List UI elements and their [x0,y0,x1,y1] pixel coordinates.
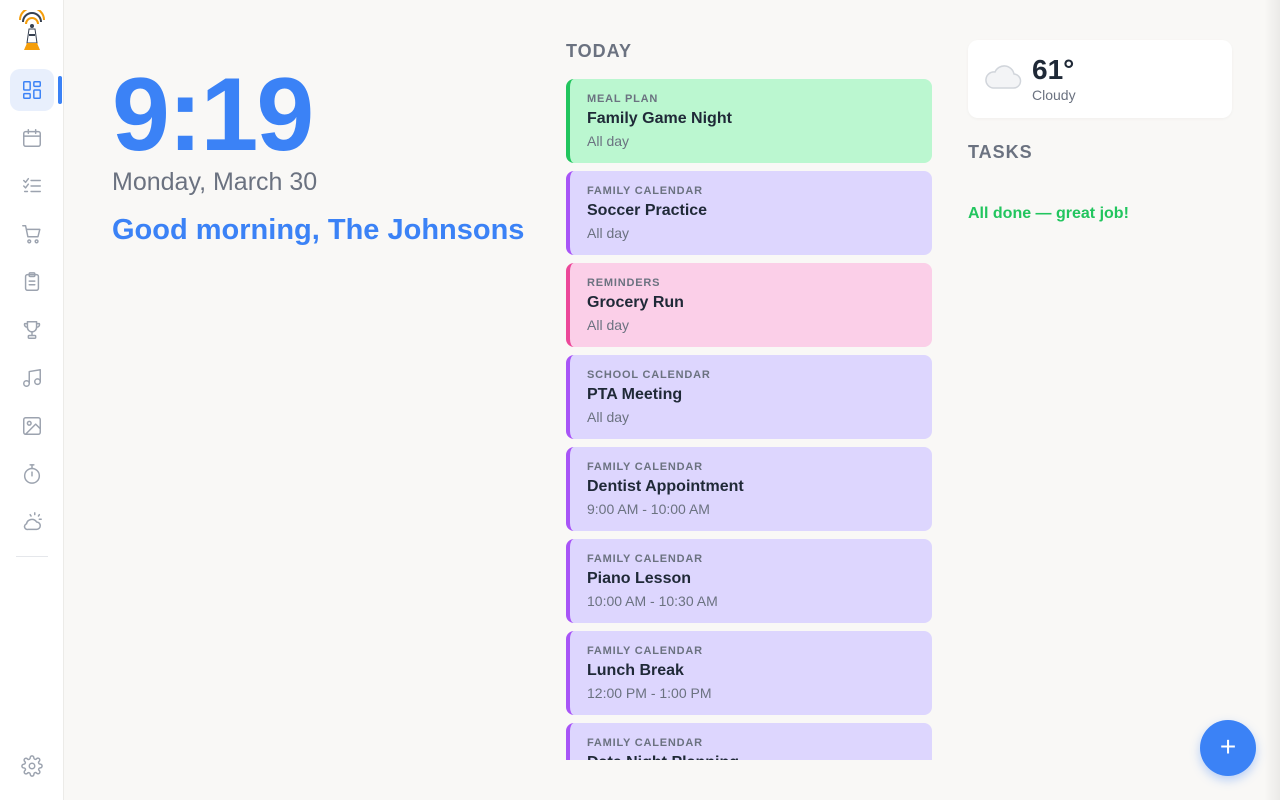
stopwatch-icon [23,464,41,484]
app-logo-icon [19,10,45,50]
event-time: 12:00 PM - 1:00 PM [587,685,712,701]
event-time: All day [587,409,630,425]
tasks-title: TASKS [968,142,1033,162]
cloud-icon [985,65,1022,89]
sidebar-item-photos[interactable] [10,405,54,447]
sidebar-item-calendar[interactable] [10,117,54,159]
event-title: Grocery Run [587,294,684,311]
event-title: PTA Meeting [587,386,683,403]
sidebar-item-shopping[interactable] [10,213,54,255]
sidebar-item-lists[interactable] [10,261,54,303]
weather-card[interactable]: 61° Cloudy [968,40,1232,118]
sidebar-item-timer[interactable] [10,453,54,495]
sidebar-item-tasks[interactable] [10,165,54,207]
weather-condition: Cloudy [1032,87,1076,103]
image-icon [23,417,41,435]
event-time: All day [587,317,630,333]
sidebar-item-rewards[interactable] [10,309,54,351]
today-title: TODAY [566,41,633,61]
event-category: MEAL PLAN [587,93,659,105]
event-time: 10:00 AM - 10:30 AM [587,593,718,609]
checklist-icon [23,177,41,193]
event-time: All day [587,225,630,241]
event-category: SCHOOL CALENDAR [587,369,711,381]
sun-cloud-icon [23,512,42,531]
cart-icon [22,225,41,244]
sidebar-item-music[interactable] [10,357,54,399]
event-title: Family Game Night [587,110,732,127]
event-card[interactable]: REMINDERS Grocery Run All day [566,263,932,347]
event-time: 9:00 AM - 10:00 AM [587,501,710,517]
event-card[interactable]: FAMILY CALENDAR Lunch Break 12:00 PM - 1… [566,631,932,715]
active-indicator [58,76,62,104]
trophy-icon [23,321,41,339]
clock-time: 9:19 [112,57,314,173]
event-card[interactable]: FAMILY CALENDAR Date Night Planning [566,723,932,760]
today-event-list: MEAL PLAN Family Game Night All day FAMI… [566,79,933,760]
event-category: FAMILY CALENDAR [587,553,703,565]
add-button[interactable]: + [1200,720,1256,776]
event-card[interactable]: MEAL PLAN Family Game Night All day [566,79,932,163]
event-category: FAMILY CALENDAR [587,645,703,657]
event-card[interactable]: SCHOOL CALENDAR PTA Meeting All day [566,355,932,439]
music-note-icon [23,369,41,387]
tasks-empty-message: All done — great job! [968,205,1129,222]
edge-shadow [1264,0,1280,800]
event-category: FAMILY CALENDAR [587,185,703,197]
event-time: All day [587,133,630,149]
event-card[interactable]: FAMILY CALENDAR Dentist Appointment 9:00… [566,447,932,531]
event-category: FAMILY CALENDAR [587,737,703,749]
calendar-icon [23,129,41,147]
sidebar-item-settings[interactable] [10,745,54,787]
event-title: Soccer Practice [587,202,708,219]
event-title: Date Night Planning [587,754,932,760]
event-card[interactable]: FAMILY CALENDAR Soccer Practice All day [566,171,932,255]
event-category: REMINDERS [587,277,661,289]
sidebar-divider [16,556,48,557]
event-category: FAMILY CALENDAR [587,461,703,473]
event-title: Dentist Appointment [587,478,744,495]
event-title: Lunch Break [587,662,684,679]
sidebar-item-dashboard[interactable] [10,69,54,111]
event-card[interactable]: FAMILY CALENDAR Piano Lesson 10:00 AM - … [566,539,932,623]
gear-icon [21,755,43,777]
weather-temp: 61° [1032,54,1075,85]
dashboard-icon [23,81,41,99]
greeting: Good morning, The Johnsons [112,214,525,246]
event-title: Piano Lesson [587,570,692,587]
plus-icon: + [1219,731,1237,762]
clock-date: Monday, March 30 [112,168,318,196]
clipboard-icon [24,272,40,291]
sidebar-item-weather[interactable] [10,501,54,543]
sidebar [0,0,64,800]
